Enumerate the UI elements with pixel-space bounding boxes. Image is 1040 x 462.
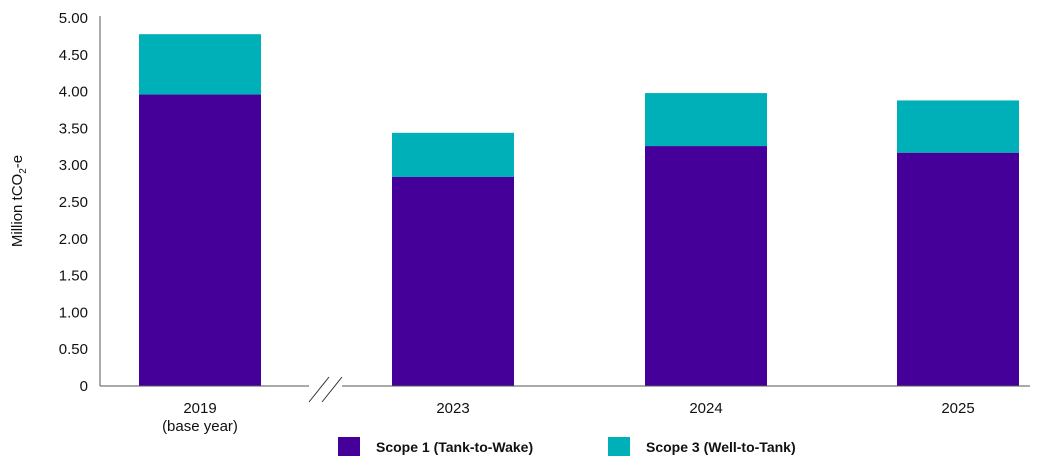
x-tick-sublabel: (base year) (162, 418, 238, 435)
legend: Scope 1 (Tank-to-Wake) Scope 3 (Well-to-T… (338, 437, 796, 456)
legend-swatch (608, 437, 630, 456)
y-tick-label: 0 (80, 378, 88, 395)
bar-scope3-2019 (139, 34, 261, 95)
bar-scope3-2023 (392, 132, 514, 177)
bars (139, 34, 1019, 386)
y-tick-label: 3.50 (59, 120, 88, 137)
axis-break-slash (308, 376, 330, 403)
legend-label: Scope 1 (Tank-to-Wake) (376, 439, 533, 455)
bar-scope1-2023 (392, 176, 514, 386)
axis-break-slash (321, 376, 343, 403)
x-axis-labels: 2019(base year) 2023 2024 2025 (162, 400, 975, 435)
y-axis-label-subscript: 2 (18, 168, 29, 174)
x-tick-label: 2023 (436, 400, 469, 417)
bar-scope1-2024 (645, 146, 767, 386)
legend-swatch (338, 437, 360, 456)
svg-text:Million tCO2-e: Million tCO2-e (9, 155, 29, 247)
x-tick-label: 2025 (941, 400, 974, 417)
y-axis-label-suffix: -e (9, 155, 26, 168)
legend-label: Scope 3 (Well-to-Tank) (646, 439, 796, 455)
bar-scope3-2025 (897, 100, 1019, 153)
y-tick-label: 2.00 (59, 231, 88, 248)
y-tick-label: 4.00 (59, 84, 88, 101)
legend-item: Scope 3 (Well-to-Tank) (608, 437, 796, 456)
x-tick-label: 2019 (183, 400, 216, 417)
y-tick-label: 5.00 (59, 10, 88, 27)
bar-scope1-2025 (897, 152, 1019, 386)
bar-scope3-2024 (645, 93, 767, 147)
y-tick-label: 0.50 (59, 341, 88, 358)
legend-item: Scope 1 (Tank-to-Wake) (338, 437, 533, 456)
axis-break-marker (308, 376, 343, 403)
axes (99, 16, 1030, 403)
y-axis-ticks: 0 0.50 1.00 1.50 2.00 2.50 3.00 3.50 4.00 4.50 5.0… (59, 10, 88, 395)
y-tick-label: 3.00 (59, 157, 88, 174)
y-tick-label: 1.00 (59, 304, 88, 321)
x-tick-label: 2024 (689, 400, 722, 417)
bar-scope1-2019 (139, 94, 261, 386)
y-tick-label: 2.50 (59, 194, 88, 211)
y-tick-label: 1.50 (59, 268, 88, 285)
y-tick-label: 4.50 (59, 47, 88, 64)
y-axis-label-prefix: Million tCO (9, 174, 26, 247)
y-axis-label: Million tCO2-e (9, 155, 29, 247)
